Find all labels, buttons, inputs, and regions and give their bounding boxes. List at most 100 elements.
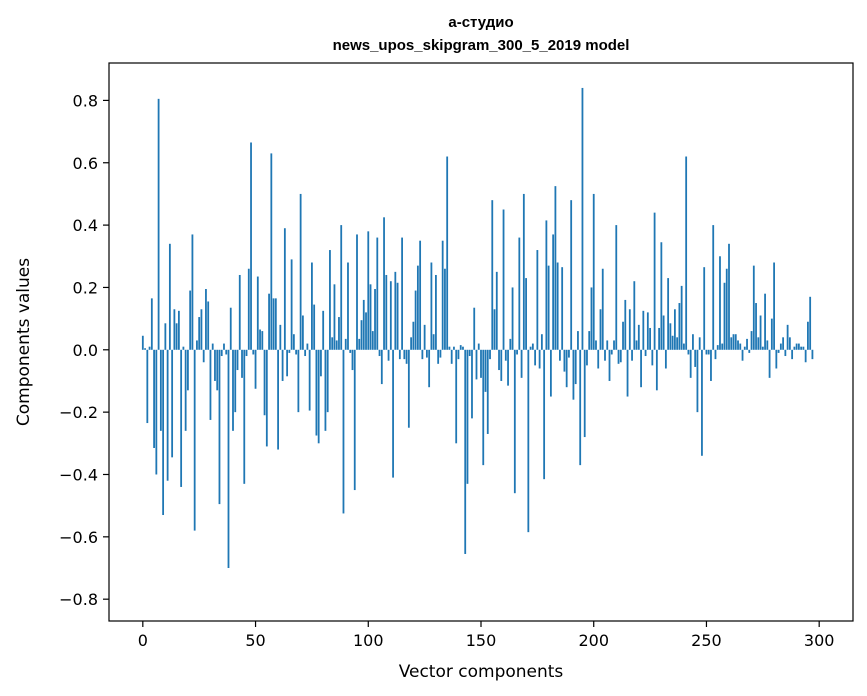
- bar-276: [764, 293, 766, 350]
- bar-296: [809, 296, 812, 350]
- y-tick-label: 0.2: [73, 278, 98, 297]
- bar-258: [723, 282, 726, 350]
- bar-179: [545, 220, 548, 350]
- bar-285: [784, 349, 787, 357]
- bar-155: [491, 200, 494, 350]
- bar-26: [200, 309, 203, 350]
- bar-59: [274, 298, 277, 350]
- bar-257: [721, 343, 724, 350]
- bar-51: [256, 276, 259, 350]
- bar-118: [407, 349, 410, 428]
- bar-79: [320, 349, 322, 377]
- bar-127: [428, 349, 431, 388]
- bar-19: [184, 349, 187, 431]
- bar-249: [703, 267, 706, 350]
- bar-269: [748, 349, 751, 353]
- bar-18: [182, 346, 185, 350]
- bar-221: [640, 349, 642, 388]
- y-tick-label: −0.4: [59, 465, 98, 484]
- bar-204: [601, 268, 604, 350]
- bar-90: [344, 338, 347, 350]
- bar-81: [324, 349, 327, 431]
- bar-195: [581, 87, 584, 350]
- bar-272: [755, 303, 757, 350]
- bar-173: [531, 343, 534, 350]
- bar-165: [513, 349, 516, 494]
- bar-287: [788, 337, 791, 350]
- x-tick-label: 100: [353, 631, 384, 650]
- bar-88: [340, 225, 343, 350]
- bar-76: [313, 304, 316, 350]
- bar-192: [574, 349, 577, 385]
- y-tick-label: 0.4: [73, 216, 98, 235]
- bar-152: [484, 349, 487, 392]
- bar-141: [459, 345, 462, 350]
- bar-196: [583, 349, 586, 438]
- bar-63: [283, 228, 286, 350]
- bar-4: [150, 298, 153, 350]
- bar-189: [568, 349, 570, 358]
- bar-55: [265, 349, 268, 447]
- bar-67: [292, 334, 295, 350]
- bar-54: [263, 349, 266, 416]
- bar-169: [522, 193, 525, 350]
- bar-280: [773, 262, 775, 350]
- bar-53: [261, 331, 264, 350]
- bar-111: [392, 349, 394, 478]
- bar-263: [734, 334, 737, 350]
- bar-47: [247, 268, 250, 350]
- bar-181: [549, 349, 552, 397]
- bar-293: [802, 346, 805, 350]
- bar-36: [223, 343, 225, 350]
- bar-233: [667, 278, 670, 350]
- bar-191: [572, 349, 575, 400]
- bar-27: [202, 349, 205, 363]
- bar-229: [658, 327, 661, 350]
- bar-151: [482, 349, 485, 466]
- bar-37: [225, 349, 228, 355]
- bar-253: [712, 225, 715, 350]
- bar-126: [425, 349, 428, 358]
- bar-117: [405, 349, 408, 364]
- bar-148: [475, 349, 478, 380]
- bar-87: [338, 317, 340, 350]
- bar-132: [439, 349, 442, 358]
- bar-228: [655, 349, 658, 391]
- bar-68: [295, 349, 298, 355]
- bar-33: [216, 349, 219, 391]
- bar-252: [710, 349, 712, 381]
- bar-109: [387, 349, 390, 361]
- bar-231: [662, 315, 665, 350]
- bar-154: [489, 349, 491, 360]
- bar-75: [311, 262, 313, 350]
- bar-235: [671, 335, 674, 350]
- bar-241: [685, 156, 688, 350]
- bar-17: [180, 349, 183, 487]
- bar-70: [299, 193, 302, 350]
- x-axis-ticks: 0 50 100 150 200 250 300: [138, 621, 834, 650]
- bar-180: [547, 265, 550, 350]
- bar-184: [556, 262, 559, 350]
- bar-8: [159, 349, 162, 431]
- bar-16: [177, 310, 180, 350]
- bar-22: [191, 234, 194, 350]
- bar-120: [412, 321, 415, 350]
- bar-136: [448, 346, 451, 350]
- bar-206: [606, 340, 609, 350]
- bar-146: [471, 349, 473, 419]
- bar-85: [333, 284, 336, 350]
- bar-149: [477, 343, 480, 350]
- bar-48: [250, 142, 252, 350]
- bar-95: [356, 234, 358, 350]
- bar-145: [468, 349, 471, 357]
- bar-61: [279, 324, 282, 350]
- bar-239: [680, 285, 683, 350]
- bar-121: [414, 290, 417, 350]
- bar-237: [676, 337, 679, 350]
- bar-219: [635, 340, 638, 350]
- bar-41: [234, 349, 237, 413]
- bar-1: [144, 348, 146, 350]
- bar-15: [175, 323, 178, 350]
- bar-10: [164, 323, 167, 350]
